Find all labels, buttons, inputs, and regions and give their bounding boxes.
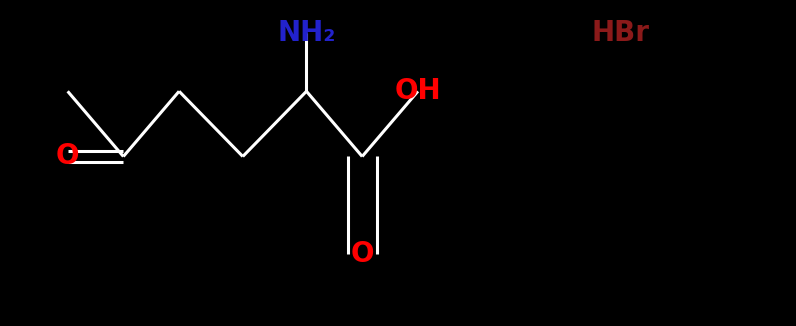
Text: OH: OH <box>395 77 441 105</box>
Text: HBr: HBr <box>592 19 650 47</box>
Text: O: O <box>350 240 374 268</box>
Text: NH₂: NH₂ <box>277 19 336 47</box>
Text: O: O <box>56 142 80 170</box>
